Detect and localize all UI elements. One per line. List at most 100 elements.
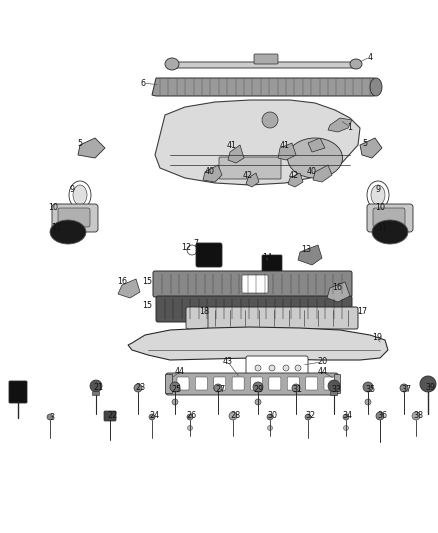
Text: 21: 21 [93, 384, 103, 392]
Circle shape [187, 414, 193, 420]
Polygon shape [246, 173, 259, 187]
FancyBboxPatch shape [262, 255, 282, 273]
Circle shape [187, 245, 197, 255]
Polygon shape [298, 245, 322, 265]
Polygon shape [308, 138, 325, 152]
FancyBboxPatch shape [269, 377, 281, 390]
Text: 4: 4 [367, 52, 372, 61]
Circle shape [420, 376, 436, 392]
Polygon shape [327, 282, 350, 302]
FancyBboxPatch shape [232, 377, 244, 390]
Text: 15: 15 [142, 302, 152, 311]
Ellipse shape [372, 220, 408, 244]
Circle shape [363, 382, 373, 392]
Text: 6: 6 [141, 78, 145, 87]
Text: 44: 44 [318, 367, 328, 376]
FancyBboxPatch shape [9, 381, 27, 403]
Ellipse shape [165, 58, 179, 70]
Polygon shape [203, 165, 222, 182]
Text: 18: 18 [199, 306, 209, 316]
Circle shape [283, 365, 289, 371]
Polygon shape [118, 279, 140, 298]
Circle shape [255, 365, 261, 371]
Circle shape [134, 384, 142, 392]
Circle shape [253, 382, 263, 392]
Text: 37: 37 [401, 385, 411, 394]
Circle shape [365, 399, 371, 405]
FancyBboxPatch shape [92, 392, 99, 395]
FancyBboxPatch shape [219, 157, 281, 179]
Polygon shape [152, 78, 378, 96]
FancyBboxPatch shape [373, 208, 405, 227]
FancyBboxPatch shape [206, 307, 358, 329]
Text: 9: 9 [70, 184, 74, 193]
Text: 36: 36 [377, 410, 387, 419]
Circle shape [187, 425, 192, 431]
FancyBboxPatch shape [52, 204, 98, 232]
Text: 15: 15 [142, 277, 152, 286]
Text: 7: 7 [194, 239, 198, 248]
FancyBboxPatch shape [246, 356, 308, 380]
Text: 5: 5 [78, 139, 82, 148]
Polygon shape [334, 374, 340, 393]
Ellipse shape [50, 220, 86, 244]
Text: 24: 24 [149, 410, 159, 419]
Circle shape [214, 384, 222, 392]
Circle shape [149, 414, 155, 420]
Text: 10: 10 [48, 204, 58, 213]
Text: 42: 42 [243, 171, 253, 180]
Text: 11: 11 [51, 223, 61, 232]
FancyBboxPatch shape [251, 377, 262, 390]
Circle shape [412, 412, 420, 420]
Text: 5: 5 [362, 139, 367, 148]
Text: 41: 41 [227, 141, 237, 149]
Text: 38: 38 [413, 410, 423, 419]
Circle shape [328, 380, 340, 392]
Circle shape [295, 365, 301, 371]
FancyBboxPatch shape [58, 208, 90, 227]
Text: 13: 13 [301, 245, 311, 254]
Polygon shape [168, 58, 360, 68]
Polygon shape [288, 173, 303, 187]
FancyBboxPatch shape [324, 377, 336, 390]
FancyBboxPatch shape [166, 373, 338, 395]
Text: 42: 42 [289, 171, 299, 180]
Text: 14: 14 [262, 254, 272, 262]
Circle shape [90, 380, 102, 392]
Circle shape [255, 399, 261, 405]
FancyBboxPatch shape [104, 411, 116, 421]
Circle shape [267, 414, 273, 420]
Text: 17: 17 [357, 306, 367, 316]
Ellipse shape [370, 78, 382, 96]
Text: 35: 35 [365, 385, 375, 394]
Circle shape [343, 414, 349, 420]
Text: 40: 40 [205, 167, 215, 176]
Circle shape [400, 384, 408, 392]
Text: 11: 11 [377, 223, 387, 232]
Text: 44: 44 [175, 367, 185, 376]
Text: 27: 27 [215, 385, 225, 394]
Text: 16: 16 [332, 284, 342, 293]
Text: 33: 33 [331, 385, 341, 394]
Text: 2: 2 [17, 383, 21, 392]
Circle shape [170, 382, 180, 392]
Ellipse shape [287, 138, 343, 178]
Ellipse shape [73, 185, 87, 205]
Text: 31: 31 [292, 385, 302, 394]
Circle shape [268, 425, 272, 431]
FancyBboxPatch shape [195, 377, 207, 390]
Circle shape [376, 412, 384, 420]
Circle shape [229, 412, 237, 420]
Text: 19: 19 [372, 334, 382, 343]
Ellipse shape [371, 185, 385, 205]
FancyBboxPatch shape [306, 377, 318, 390]
FancyBboxPatch shape [214, 377, 226, 390]
Circle shape [343, 425, 349, 431]
Text: 23: 23 [135, 384, 145, 392]
Circle shape [262, 112, 278, 128]
FancyBboxPatch shape [177, 377, 189, 390]
Text: 16: 16 [117, 278, 127, 287]
Text: 9: 9 [375, 184, 381, 193]
FancyBboxPatch shape [196, 243, 222, 267]
Text: 41: 41 [280, 141, 290, 149]
